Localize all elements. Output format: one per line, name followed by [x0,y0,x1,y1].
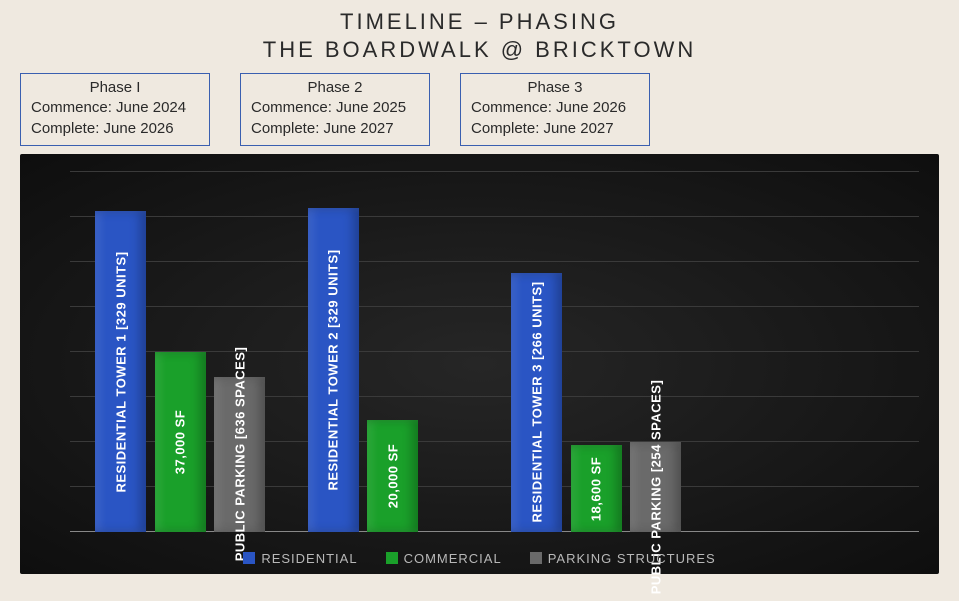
phase-complete: Complete: June 2026 [31,119,199,139]
legend-swatch-residential [243,552,255,564]
title-block: TIMELINE – PHASING THE BOARDWALK @ BRICK… [0,0,959,63]
chart-legend: RESIDENTIAL COMMERCIAL PARKING STRUCTURE… [20,551,939,566]
legend-label: RESIDENTIAL [261,551,357,566]
legend-item-residential: RESIDENTIAL [243,551,357,566]
phase-boxes-row: Phase I Commence: June 2024 Complete: Ju… [0,63,959,154]
phase-box-1: Phase I Commence: June 2024 Complete: Ju… [20,73,210,146]
phase-commence: Commence: June 2026 [471,98,639,118]
bar-commercial-2: 20,000 SF [367,420,418,532]
phase-commence: Commence: June 2024 [31,98,199,118]
chart-gridline [70,306,919,307]
bar-parking-3: PUBLIC PARKING [254 SPACES] [630,442,681,532]
legend-swatch-commercial [386,552,398,564]
bar-commercial-1: 37,000 SF [155,352,206,532]
legend-item-parking: PARKING STRUCTURES [530,551,716,566]
bar-label: 37,000 SF [173,410,188,475]
title-line-2: THE BOARDWALK @ BRICKTOWN [0,36,959,64]
plot-area: RESIDENTIAL TOWER 1 [329 UNITS] 37,000 SF… [70,172,919,532]
phase-complete: Complete: June 2027 [471,119,639,139]
chart-gridline [70,171,919,172]
bar-label: RESIDENTIAL TOWER 2 [329 UNITS] [326,249,341,490]
page-root: TIMELINE – PHASING THE BOARDWALK @ BRICK… [0,0,959,601]
phase-name: Phase 2 [251,78,419,98]
legend-swatch-parking [530,552,542,564]
bar-residential-3: RESIDENTIAL TOWER 3 [266 UNITS] [511,273,562,532]
phase-commence: Commence: June 2025 [251,98,419,118]
bar-label: PUBLIC PARKING [636 SPACES] [232,347,247,562]
legend-label: COMMERCIAL [404,551,502,566]
chart-container: RESIDENTIAL TOWER 1 [329 UNITS] 37,000 SF… [20,154,939,574]
bar-residential-1: RESIDENTIAL TOWER 1 [329 UNITS] [95,211,146,531]
phase-name: Phase I [31,78,199,98]
phase-complete: Complete: June 2027 [251,119,419,139]
phase-name: Phase 3 [471,78,639,98]
chart-gridline [70,261,919,262]
bar-parking-1: PUBLIC PARKING [636 SPACES] [214,377,265,532]
bar-label: RESIDENTIAL TOWER 1 [329 UNITS] [113,251,128,492]
bar-label: RESIDENTIAL TOWER 3 [266 UNITS] [529,282,544,523]
phase-box-2: Phase 2 Commence: June 2025 Complete: Ju… [240,73,430,146]
bar-label: 20,000 SF [385,444,400,509]
legend-item-commercial: COMMERCIAL [386,551,502,566]
phase-box-3: Phase 3 Commence: June 2026 Complete: Ju… [460,73,650,146]
bar-residential-2: RESIDENTIAL TOWER 2 [329 UNITS] [308,208,359,532]
legend-label: PARKING STRUCTURES [548,551,716,566]
title-line-1: TIMELINE – PHASING [0,8,959,36]
bar-label: 18,600 SF [589,456,604,521]
bar-commercial-3: 18,600 SF [571,445,622,531]
chart-gridline [70,216,919,217]
chart-inner: RESIDENTIAL TOWER 1 [329 UNITS] 37,000 SF… [20,154,939,574]
